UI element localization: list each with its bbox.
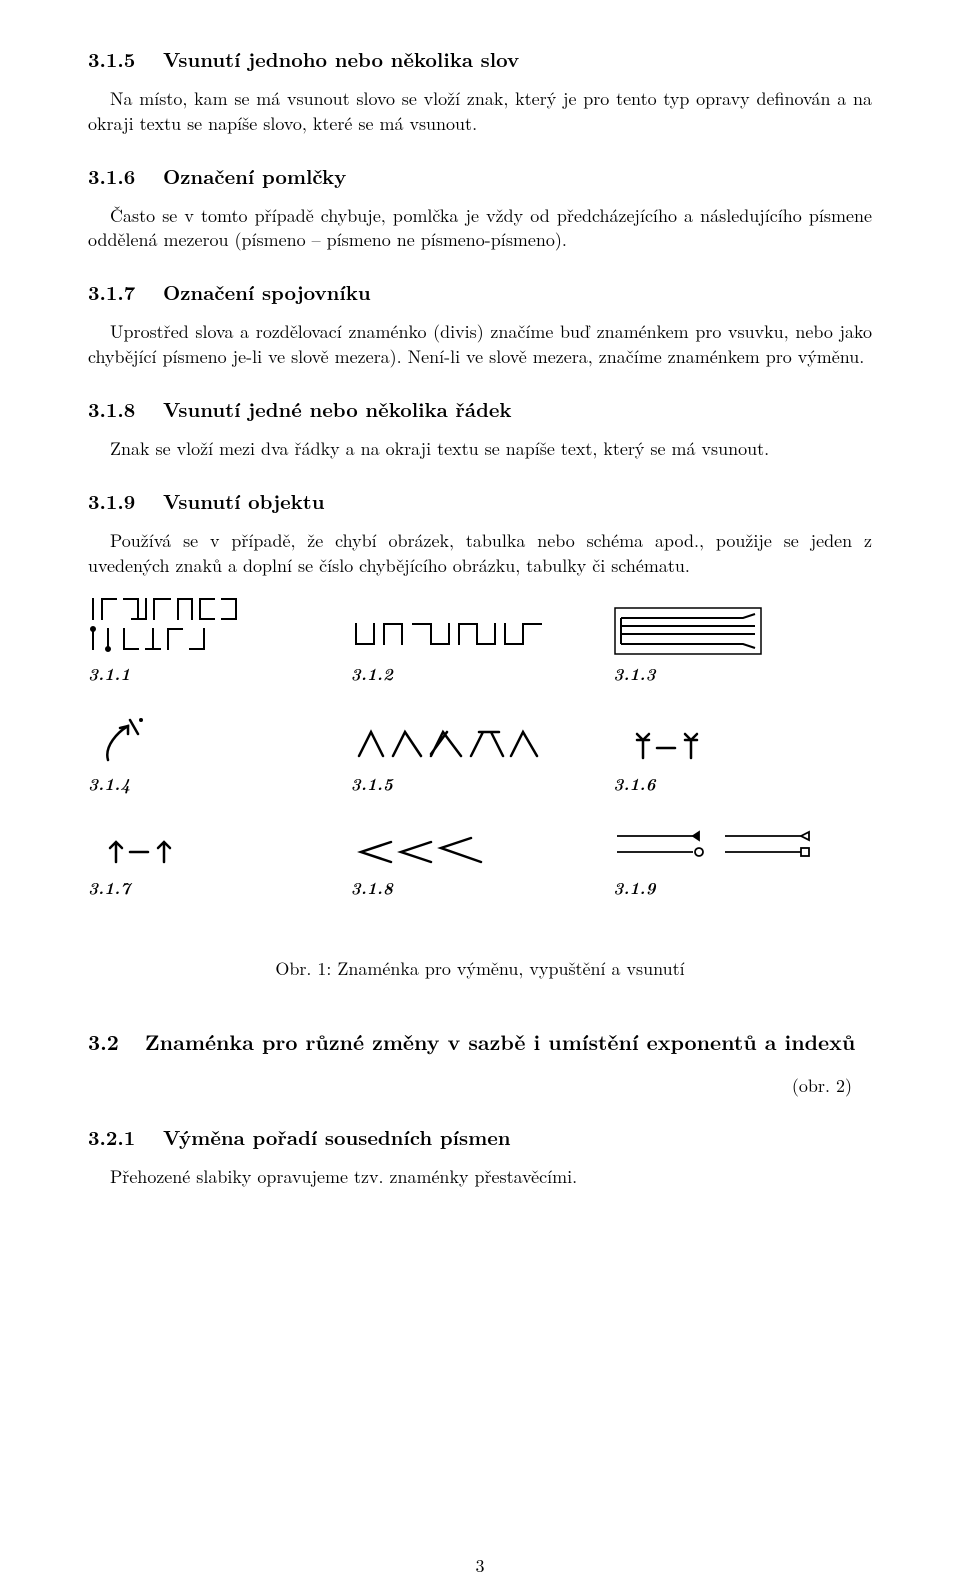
figure-label: 3.1.2	[351, 662, 393, 686]
figure-cell-3-1-1: 3.1.1	[88, 596, 347, 712]
heading-title: Znaménka pro různé změny v sazbě i umíst…	[145, 1027, 855, 1057]
figure-row: 3.1.4 3.1.5	[88, 716, 872, 822]
heading-title: Vsunutí jedné nebo několika řádek	[163, 394, 512, 423]
heading-3-2-1: 3.2.1 Výměna pořadí sousedních písmen	[88, 1122, 872, 1151]
heading-number: 3.1.7	[88, 277, 135, 306]
figure-cell-3-1-3: 3.1.3	[613, 606, 872, 712]
figure-label: 3.1.8	[351, 876, 393, 900]
heading-title: Vsunutí jednoho nebo několika slov	[163, 44, 519, 73]
paragraph-3-1-7: Uprostřed slova a rozdělovací znaménko (…	[88, 320, 872, 370]
marks-3-1-3-icon	[613, 606, 763, 656]
figure-caption: Obr. 1: Znaménka pro výměnu, vypuštění a…	[88, 956, 872, 981]
figure-cell-3-1-7: 3.1.7	[88, 834, 347, 926]
figure-cell-3-1-4: 3.1.4	[88, 716, 347, 822]
marks-3-1-1-icon	[88, 596, 248, 656]
marks-3-1-5-icon	[351, 726, 541, 766]
heading-number: 3.1.5	[88, 44, 135, 73]
heading-number: 3.1.9	[88, 486, 135, 515]
figure-label: 3.1.4	[88, 772, 130, 796]
heading-number: 3.2	[88, 1027, 119, 1057]
marks-3-1-2-icon	[351, 616, 551, 656]
heading-3-1-6: 3.1.6 Označení pomlčky	[88, 161, 872, 190]
figure-row: 3.1.7 3.1.8	[88, 826, 872, 926]
heading-title: Označení spojovníku	[163, 277, 371, 306]
marks-3-1-4-icon	[88, 716, 158, 766]
figure-cell-3-1-2: 3.1.2	[351, 616, 610, 712]
figure-reference: (obr. 2)	[88, 1073, 872, 1098]
paragraph-3-2-1: Přehozené slabiky opravujeme tzv. znamén…	[88, 1165, 872, 1190]
paragraph-3-1-8: Znak se vloží mezi dva řádky a na okraji…	[88, 437, 872, 462]
marks-3-1-7-icon	[88, 834, 208, 870]
heading-3-2: 3.2 Znaménka pro různé změny v sazbě i u…	[88, 1027, 872, 1057]
figure-label: 3.1.9	[613, 876, 655, 900]
heading-number: 3.1.8	[88, 394, 135, 423]
figure-label: 3.1.6	[613, 772, 655, 796]
figure-cell-3-1-5: 3.1.5	[351, 726, 610, 822]
figure-cell-3-1-8: 3.1.8	[351, 834, 610, 926]
marks-3-1-8-icon	[351, 834, 491, 870]
heading-number: 3.2.1	[88, 1122, 135, 1151]
heading-3-1-9: 3.1.9 Vsunutí objektu	[88, 486, 872, 515]
paragraph-3-1-5: Na místo, kam se má vsunout slovo se vlo…	[88, 87, 872, 137]
heading-3-1-5: 3.1.5 Vsunutí jednoho nebo několika slov	[88, 44, 872, 73]
marks-3-1-6-icon	[613, 730, 733, 766]
paragraph-3-1-9: Používá se v případě, že chybí obrázek, …	[88, 529, 872, 579]
heading-title: Výměna pořadí sousedních písmen	[163, 1122, 511, 1151]
page-number: 3	[0, 1553, 960, 1578]
figure-cell-3-1-6: 3.1.6	[613, 730, 872, 822]
document-page: 3.1.5 Vsunutí jednoho nebo několika slov…	[0, 0, 960, 1596]
heading-title: Vsunutí objektu	[163, 486, 325, 515]
figure-label: 3.1.1	[88, 662, 130, 686]
heading-3-1-8: 3.1.8 Vsunutí jedné nebo několika řádek	[88, 394, 872, 423]
heading-number: 3.1.6	[88, 161, 135, 190]
marks-3-1-9-icon	[613, 826, 813, 870]
figure-row: 3.1.1 3.1.2	[88, 596, 872, 712]
figure-label: 3.1.3	[613, 662, 655, 686]
figure-label: 3.1.7	[88, 876, 130, 900]
heading-title: Označení pomlčky	[163, 161, 346, 190]
heading-3-1-7: 3.1.7 Označení spojovníku	[88, 277, 872, 306]
figure-grid: 3.1.1 3.1.2	[88, 596, 872, 926]
figure-label: 3.1.5	[351, 772, 393, 796]
paragraph-3-1-6: Často se v tomto případě chybuje, pomlčk…	[88, 204, 872, 254]
figure-cell-3-1-9: 3.1.9	[613, 826, 872, 926]
